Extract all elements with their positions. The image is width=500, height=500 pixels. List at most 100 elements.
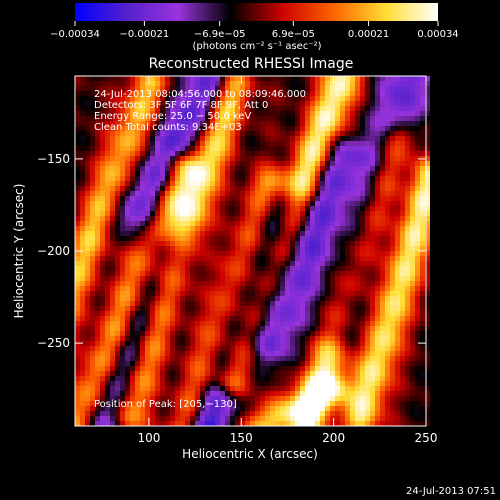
heatmap-cell <box>125 101 130 106</box>
heatmap-cell <box>345 91 350 96</box>
heatmap-cell <box>115 201 120 206</box>
heatmap-cell <box>185 196 190 201</box>
heatmap-cell <box>255 386 260 391</box>
heatmap-cell <box>170 371 175 376</box>
heatmap-cell <box>115 226 120 231</box>
heatmap-cell <box>190 356 195 361</box>
heatmap-cell <box>420 131 425 136</box>
heatmap-cell <box>215 316 220 321</box>
heatmap-cell <box>320 266 325 271</box>
heatmap-cell <box>230 291 235 296</box>
heatmap-cell <box>395 86 400 91</box>
heatmap-cell <box>310 216 315 221</box>
heatmap-cell <box>75 146 80 151</box>
heatmap-cell <box>90 146 95 151</box>
heatmap-cell <box>390 381 395 386</box>
heatmap-cell <box>280 326 285 331</box>
heatmap-cell <box>360 81 365 86</box>
heatmap-cell <box>85 291 90 296</box>
heatmap-cell <box>185 396 190 401</box>
heatmap-cell <box>220 171 225 176</box>
heatmap-cell <box>190 376 195 381</box>
heatmap-cell <box>330 191 335 196</box>
heatmap-cell <box>195 116 200 121</box>
heatmap-cell <box>305 266 310 271</box>
heatmap-cell <box>210 356 215 361</box>
heatmap-cell <box>280 351 285 356</box>
heatmap-cell <box>365 301 370 306</box>
heatmap-cell <box>185 211 190 216</box>
heatmap-cell <box>320 131 325 136</box>
heatmap-cell <box>330 156 335 161</box>
heatmap-cell <box>390 261 395 266</box>
heatmap-cell <box>120 406 125 411</box>
heatmap-cell <box>280 336 285 341</box>
heatmap-cell <box>135 121 140 126</box>
heatmap-cell <box>140 331 145 336</box>
heatmap-cell <box>415 171 420 176</box>
heatmap-cell <box>125 251 130 256</box>
heatmap-cell <box>105 196 110 201</box>
heatmap-cell <box>280 76 285 81</box>
heatmap-cell <box>80 321 85 326</box>
heatmap-cell <box>135 181 140 186</box>
heatmap-cell <box>210 121 215 126</box>
heatmap-cell <box>230 276 235 281</box>
heatmap-cell <box>415 151 420 156</box>
heatmap-cell <box>375 206 380 211</box>
heatmap-cell <box>220 361 225 366</box>
heatmap-cell <box>350 406 355 411</box>
heatmap-cell <box>250 171 255 176</box>
heatmap-cell <box>160 336 165 341</box>
heatmap-cell <box>320 301 325 306</box>
heatmap-cell <box>315 141 320 146</box>
heatmap-cell <box>100 326 105 331</box>
heatmap-cell <box>255 201 260 206</box>
heatmap-cell <box>405 251 410 256</box>
heatmap-cell <box>400 186 405 191</box>
heatmap-cell <box>285 366 290 371</box>
heatmap-cell <box>325 416 330 421</box>
heatmap-cell <box>375 311 380 316</box>
heatmap-cell <box>130 356 135 361</box>
heatmap-cell <box>380 76 385 81</box>
heatmap-cell <box>195 126 200 131</box>
heatmap-cell <box>385 401 390 406</box>
heatmap-cell <box>325 221 330 226</box>
heatmap-cell <box>130 351 135 356</box>
heatmap-cell <box>225 401 230 406</box>
heatmap-cell <box>295 411 300 416</box>
heatmap-cell <box>285 316 290 321</box>
heatmap-cell <box>235 381 240 386</box>
heatmap-cell <box>270 261 275 266</box>
heatmap-cell <box>150 191 155 196</box>
heatmap-cell <box>90 191 95 196</box>
heatmap-cell <box>80 226 85 231</box>
heatmap-cell <box>145 161 150 166</box>
heatmap-cell <box>350 221 355 226</box>
heatmap-cell <box>95 401 100 406</box>
heatmap-cell <box>205 206 210 211</box>
heatmap-cell <box>235 146 240 151</box>
heatmap-cell <box>250 176 255 181</box>
heatmap-cell <box>330 116 335 121</box>
heatmap-cell <box>305 366 310 371</box>
heatmap-cell <box>425 386 430 391</box>
heatmap-cell <box>335 131 340 136</box>
heatmap-cell <box>250 166 255 171</box>
heatmap-cell <box>115 256 120 261</box>
heatmap-cell <box>150 96 155 101</box>
heatmap-cell <box>410 111 415 116</box>
heatmap-cell <box>370 391 375 396</box>
heatmap-cell <box>425 336 430 341</box>
heatmap-cell <box>300 296 305 301</box>
heatmap-cell <box>270 421 275 426</box>
heatmap-cell <box>395 166 400 171</box>
heatmap-cell <box>90 306 95 311</box>
heatmap-cell <box>385 186 390 191</box>
heatmap-cell <box>135 416 140 421</box>
heatmap-cell <box>275 281 280 286</box>
heatmap-cell <box>235 401 240 406</box>
heatmap-cell <box>290 286 295 291</box>
heatmap-cell <box>240 406 245 411</box>
